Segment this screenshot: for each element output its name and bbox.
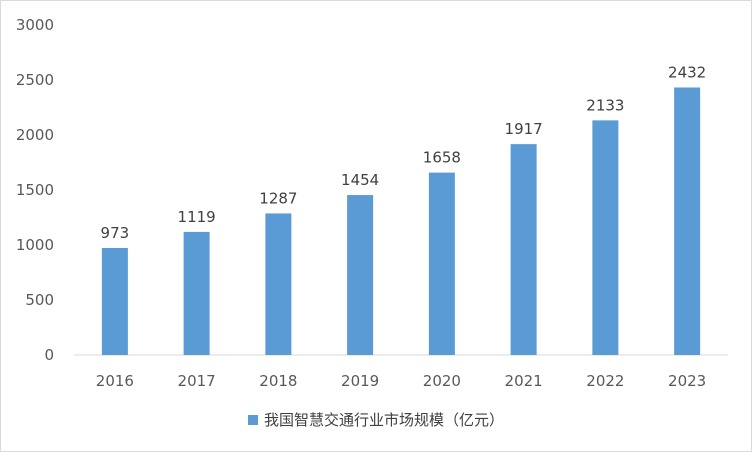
- y-axis: 0 500 1000 1500 2000 2500 3000: [16, 16, 54, 364]
- x-tick-label: 2021: [505, 372, 543, 390]
- legend: 我国智慧交通行业市场规模（亿元）: [1, 409, 751, 430]
- bar-2022: [592, 120, 619, 356]
- x-tick-label: 2022: [586, 372, 624, 390]
- bar-2020: [428, 172, 455, 355]
- data-labels: 973 1119 1287 1454 1658 1917 2133 2432: [101, 63, 707, 241]
- data-label-2021: 1917: [505, 120, 543, 138]
- legend-label: 我国智慧交通行业市场规模（亿元）: [263, 411, 504, 429]
- bar-2021: [510, 144, 537, 355]
- data-label-2019: 1454: [341, 171, 379, 189]
- y-tick-label: 2500: [16, 71, 54, 89]
- x-axis-ticks: 2016 2017 2018 2019 2020 2021 2022 2023: [96, 372, 706, 390]
- bar-2018: [265, 213, 292, 355]
- y-tick-label: 500: [25, 291, 54, 309]
- x-tick-label: 2023: [668, 372, 706, 390]
- x-tick-label: 2020: [423, 372, 461, 390]
- bar-2019: [347, 195, 374, 355]
- y-tick-label: 3000: [16, 16, 54, 34]
- data-label-2022: 2133: [586, 96, 624, 114]
- data-label-2020: 1658: [423, 149, 461, 167]
- x-tick-label: 2017: [178, 372, 216, 390]
- data-label-2017: 1119: [178, 208, 216, 226]
- legend-swatch: [247, 414, 258, 425]
- x-tick-label: 2019: [341, 372, 379, 390]
- x-tick-label: 2018: [259, 372, 297, 390]
- bar-2016: [101, 247, 128, 355]
- y-tick-label: 2000: [16, 126, 54, 144]
- bar-2017: [183, 231, 210, 355]
- data-label-2018: 1287: [259, 189, 297, 207]
- bar-2023: [674, 87, 701, 355]
- bars: [101, 87, 701, 356]
- x-tick-label: 2016: [96, 372, 134, 390]
- y-tick-label: 0: [44, 346, 54, 364]
- data-label-2023: 2432: [668, 63, 706, 81]
- data-label-2016: 973: [101, 224, 130, 242]
- bar-chart: 0 500 1000 1500 2000 2500 3000 973 1119 1287 1454…: [16, 16, 728, 390]
- y-tick-label: 1500: [16, 181, 54, 199]
- y-tick-label: 1000: [16, 236, 54, 254]
